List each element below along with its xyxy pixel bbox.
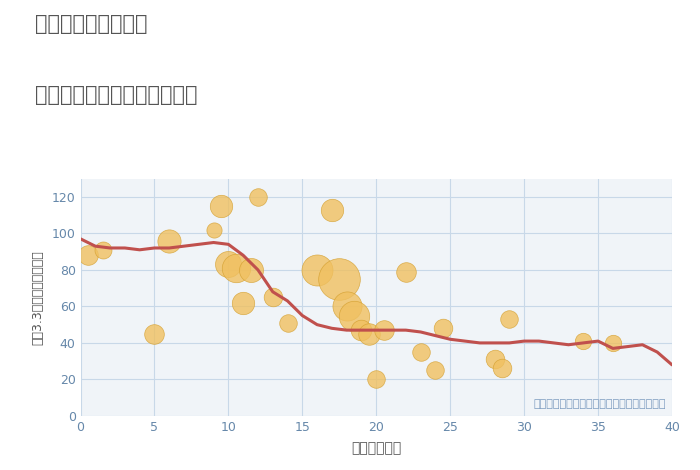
Y-axis label: 坪（3.3㎡）単価（万円）: 坪（3.3㎡）単価（万円）	[32, 250, 45, 345]
Point	[356, 326, 367, 334]
Point	[504, 315, 515, 323]
Point	[578, 337, 589, 345]
Point	[253, 193, 264, 201]
Point	[438, 325, 449, 332]
Text: 築年数別中古マンション価格: 築年数別中古マンション価格	[35, 85, 197, 105]
Point	[97, 246, 108, 254]
Point	[267, 293, 279, 301]
Point	[216, 202, 227, 210]
Point	[415, 348, 426, 356]
Point	[341, 303, 352, 310]
Point	[326, 206, 337, 213]
Point	[237, 299, 248, 306]
Point	[334, 275, 345, 283]
Point	[378, 326, 389, 334]
Point	[349, 312, 360, 319]
Point	[245, 266, 256, 274]
Point	[164, 237, 175, 244]
Point	[400, 268, 412, 275]
Point	[83, 251, 94, 259]
Point	[312, 266, 323, 274]
Point	[223, 261, 234, 268]
Point	[208, 226, 219, 234]
X-axis label: 築年数（年）: 築年数（年）	[351, 441, 401, 455]
Point	[230, 264, 241, 272]
Text: 奈良県橿原市吉田町: 奈良県橿原市吉田町	[35, 14, 148, 34]
Point	[363, 330, 374, 337]
Point	[489, 356, 500, 363]
Point	[608, 339, 619, 347]
Point	[282, 319, 293, 327]
Point	[371, 376, 382, 383]
Point	[149, 330, 160, 337]
Point	[430, 367, 441, 374]
Text: 円の大きさは、取引のあった物件面積を示す: 円の大きさは、取引のあった物件面積を示す	[533, 399, 666, 409]
Point	[496, 365, 507, 372]
